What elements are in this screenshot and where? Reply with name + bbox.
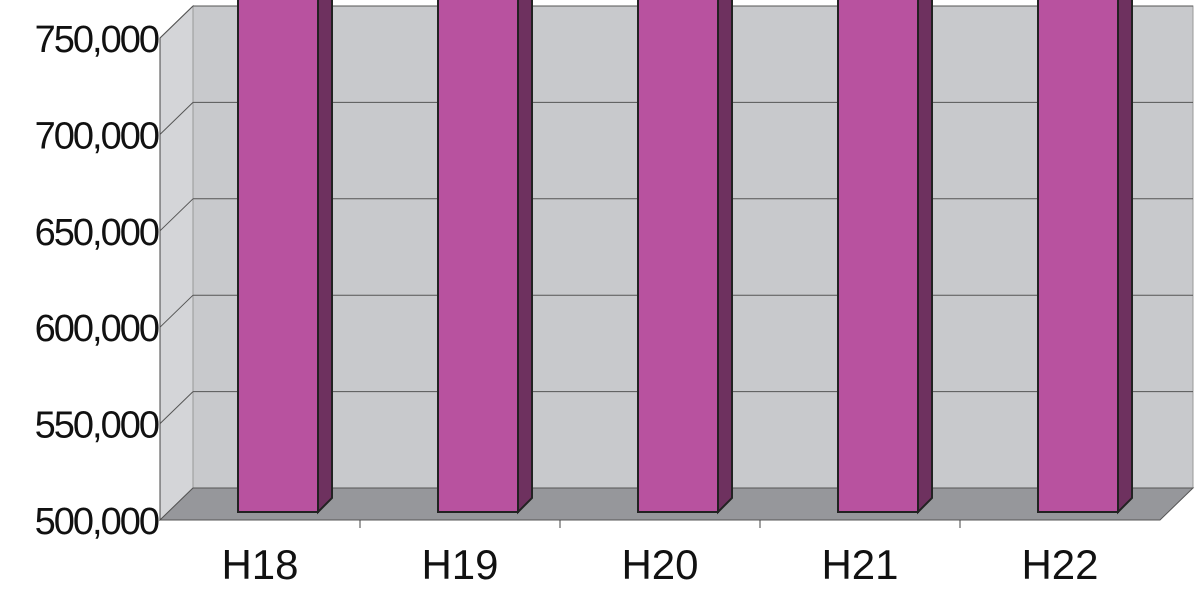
x-tick-label: H21 [821,541,898,588]
y-tick-label: 700,000 [35,115,159,157]
x-tick-label: H22 [1021,541,1098,588]
bar-side [917,0,933,515]
bar [837,0,919,514]
bar [237,0,319,513]
x-tick-label: H19 [421,541,498,588]
y-tick-label: 750,000 [35,19,159,61]
bar [1037,0,1119,513]
y-tick-label: 550,000 [35,405,159,447]
x-tick-label: H18 [221,541,298,588]
grid-line [159,198,194,232]
bar-side [717,0,733,515]
y-tick-label: 650,000 [35,212,159,254]
left-wall [159,4,194,522]
bar [437,0,519,513]
y-tick-label: 600,000 [35,308,159,350]
grid-line [159,294,194,328]
bar-side [517,0,533,515]
grid-line [159,5,194,39]
bar-side [317,0,333,515]
x-tick-label: H20 [621,541,698,588]
bar [637,0,719,513]
grid-line [159,391,194,424]
bar-side [1117,0,1133,515]
y-tick-label: 500,000 [35,501,159,543]
grid-line [159,102,194,135]
